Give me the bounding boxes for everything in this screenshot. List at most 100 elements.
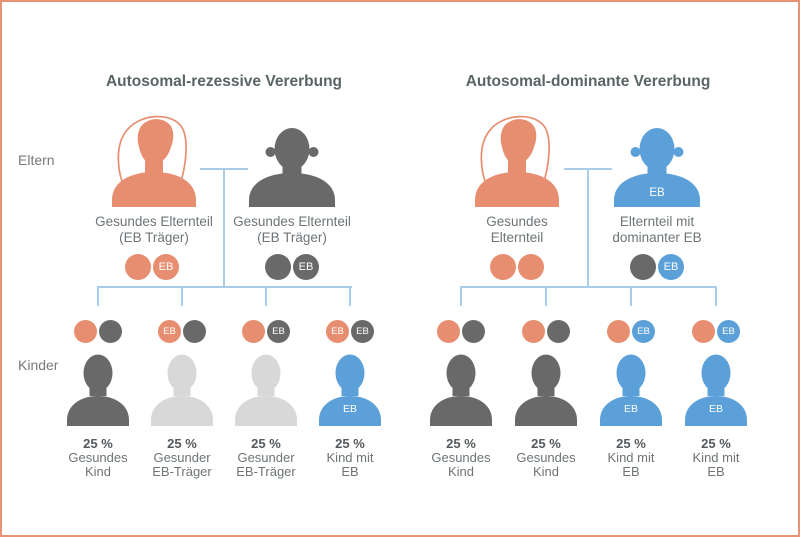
child-avatar-icon [317,354,383,426]
child-label: 25 % Gesundes Kind [504,437,588,479]
parent-mother-alleles [490,254,544,280]
chest-eb-label: EB [708,403,723,415]
sibling-tick [97,286,99,306]
allele-dot [518,254,544,280]
parent-mother-label: Gesundes Elternteil (EB Träger) [79,214,229,245]
child-percent: 25 % [701,436,731,451]
row-label-parents: Eltern [18,152,55,168]
parent-father-alleles: EB [265,254,319,280]
allele-dot [74,320,97,343]
child-label: 25 % Kind mit EB [674,437,758,479]
child-figure [65,354,131,431]
allele-dot [437,320,460,343]
parent-label-line: Gesundes [486,214,548,229]
parent-label-line: (EB Träger) [119,229,189,245]
child-alleles [504,320,588,343]
parent-label-line: (EB Träger) [257,229,327,245]
child-column: EB 25 % Gesunder EB-Träger [224,320,308,479]
child-alleles: EB [140,320,224,343]
allele-dot [607,320,630,343]
man-avatar-icon [244,127,340,207]
child-figure [428,354,494,431]
parent-mother-figure [465,113,569,207]
child-alleles [419,320,503,343]
allele-dot [462,320,485,343]
child-figure [513,354,579,431]
allele-dot [242,320,265,343]
allele-dot: EB [326,320,349,343]
child-label: 25 % Gesunder EB-Träger [140,437,224,479]
child-alleles: EB [589,320,673,343]
sibling-tick [181,286,183,306]
child-column: EB EB EB 25 % Kind mit EB [308,320,392,479]
child-label: 25 % Gesundes Kind [56,437,140,479]
child-figure: EB [317,354,383,431]
child-percent: 25 % [167,436,197,451]
child-avatar-icon [428,354,494,426]
allele-dot: EB [158,320,181,343]
parent-father-label: Elternteil mit dominanter EB [582,214,732,245]
allele-dot [692,320,715,343]
woman-avatar-icon [102,113,206,207]
child-percent: 25 % [83,436,113,451]
child-avatar-icon [598,354,664,426]
allele-dot: EB [293,254,319,280]
sibling-tick [265,286,267,306]
child-alleles [56,320,140,343]
sibling-tick [715,286,717,306]
sibling-tick [460,286,462,306]
child-percent: 25 % [335,436,365,451]
child-percent: 25 % [446,436,476,451]
allele-dot: EB [717,320,740,343]
child-figure: EB [683,354,749,431]
allele-dot [490,254,516,280]
chest-eb-label: EB [623,403,638,415]
allele-dot: EB [153,254,179,280]
child-figure [233,354,299,431]
allele-dot [125,254,151,280]
sibling-rail [97,286,352,288]
child-column: EB EB 25 % Kind mit EB [674,320,758,479]
allele-dot: EB [632,320,655,343]
child-percent: 25 % [531,436,561,451]
child-label: 25 % Kind mit EB [308,437,392,479]
allele-dot: EB [267,320,290,343]
parent-father-figure: EB [609,127,705,207]
parent-label-line: Gesundes Elternteil [233,214,351,229]
child-figure: EB [598,354,664,431]
parent-mother-figure [102,113,206,207]
allele-dot [522,320,545,343]
child-column: EB 25 % Gesunder EB-Träger [140,320,224,479]
sibling-tick [630,286,632,306]
parent-father-label: Gesundes Elternteil (EB Träger) [217,214,367,245]
child-column: 25 % Gesundes Kind [56,320,140,479]
row-label-children: Kinder [18,357,59,373]
child-column: 25 % Gesundes Kind [419,320,503,479]
sibling-rail [460,286,717,288]
chest-eb-label: EB [649,187,665,199]
parent-label-line: Elternteil mit [619,214,695,229]
sibling-tick [545,286,547,306]
child-figure [149,354,215,431]
parent-label-line: dominanter EB [612,229,702,245]
allele-dot: EB [658,254,684,280]
child-avatar-icon [233,354,299,426]
allele-dot [183,320,206,343]
sibling-tick [349,286,351,306]
child-avatar-icon [65,354,131,426]
child-column: 25 % Gesundes Kind [504,320,588,479]
child-avatar-icon [149,354,215,426]
child-percent: 25 % [251,436,281,451]
descent-line [223,168,225,287]
parent-father-alleles: EB [630,254,684,280]
parent-label-line: Elternteil [490,229,544,245]
child-alleles: EB [224,320,308,343]
child-avatar-icon [683,354,749,426]
child-column: EB EB 25 % Kind mit EB [589,320,673,479]
child-label: 25 % Gesunder EB-Träger [224,437,308,479]
panel-title-recessive: Autosomal-rezessive Vererbung [105,73,343,90]
parent-mother-alleles: EB [125,254,179,280]
descent-line [587,168,589,287]
child-label: 25 % Gesundes Kind [419,437,503,479]
